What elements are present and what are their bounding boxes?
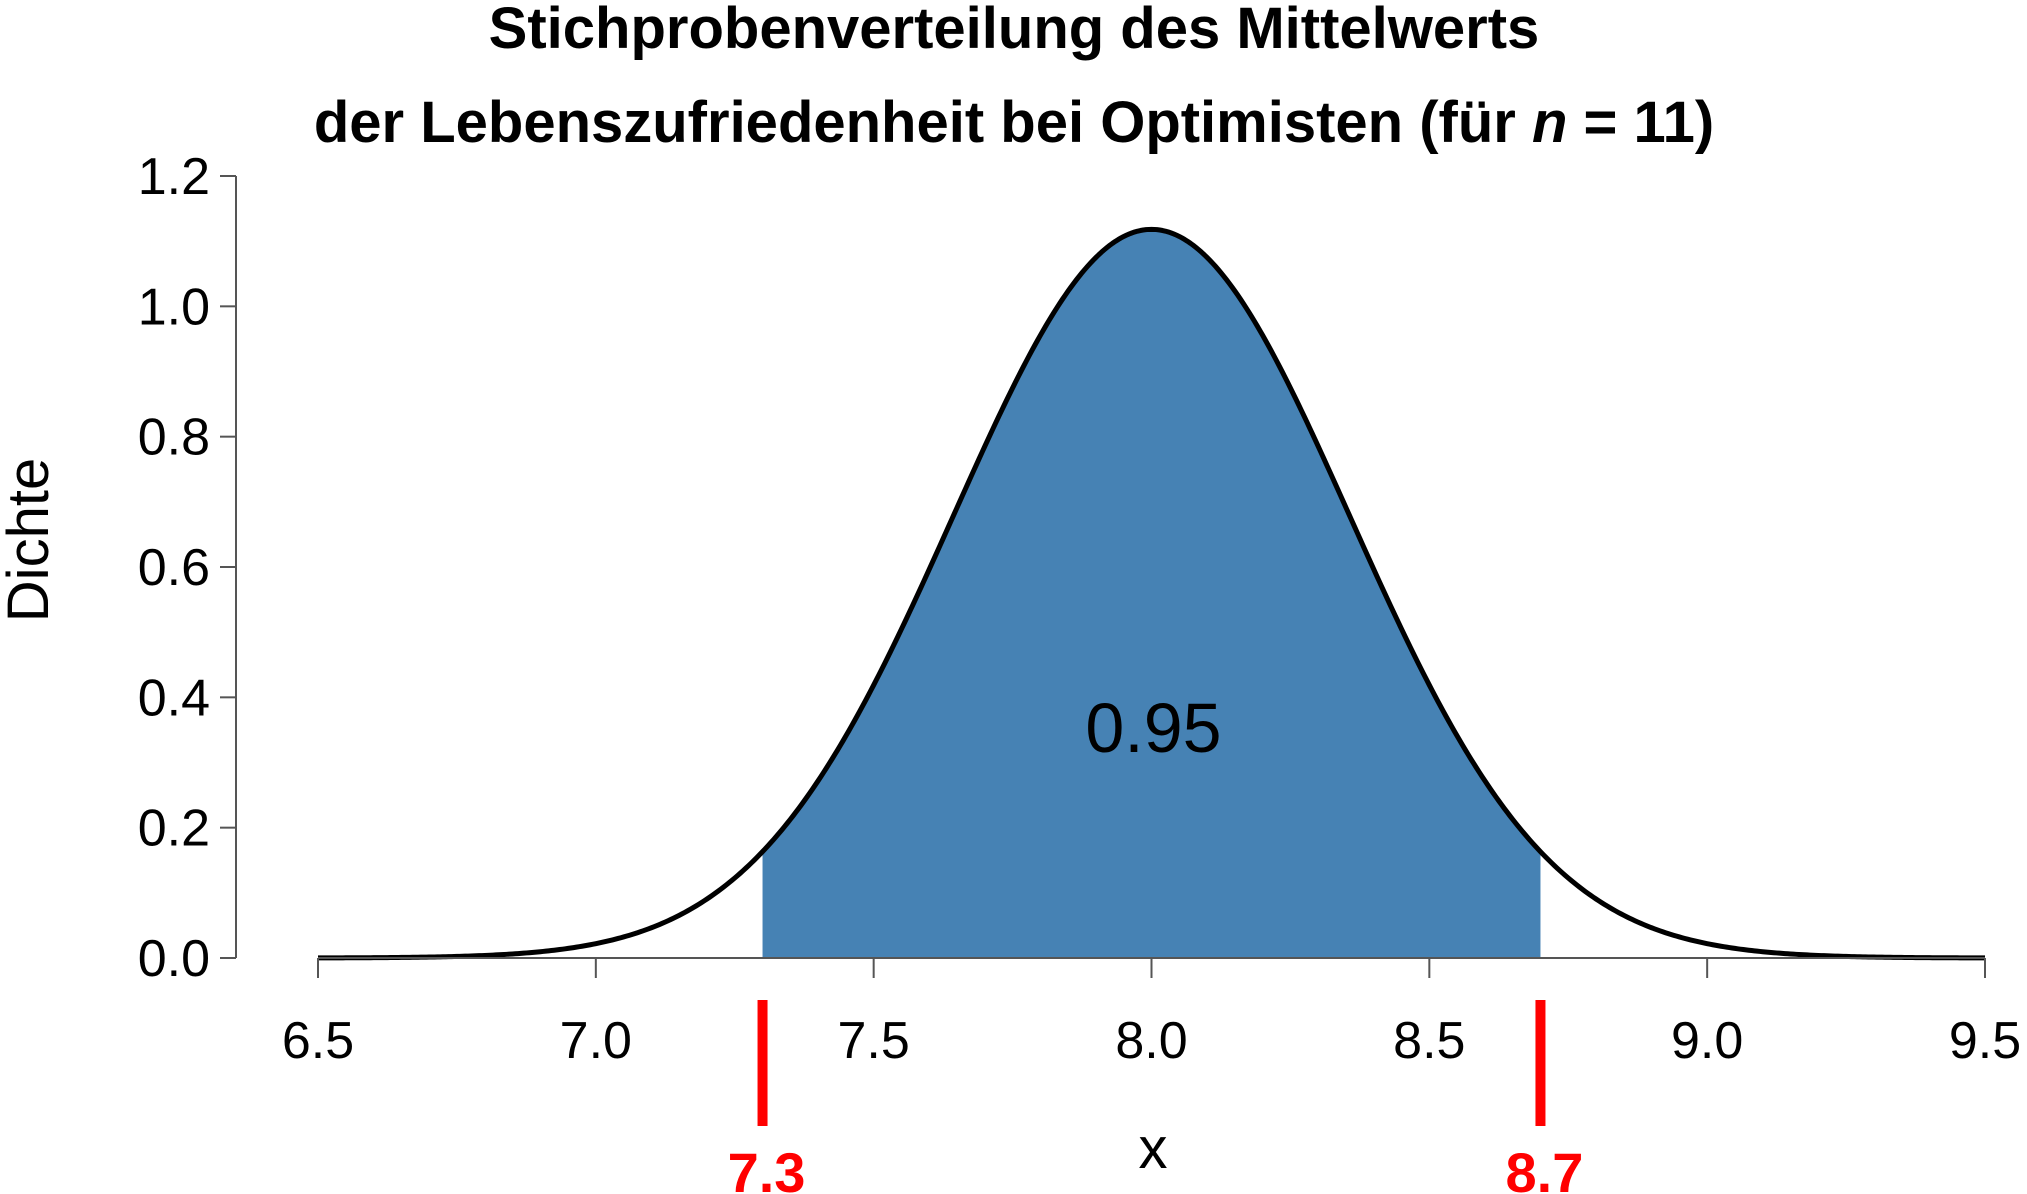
y-tick-label: 0.8: [138, 409, 210, 467]
critical-values: 7.3 8.7: [728, 1000, 1584, 1194]
x-tick-label: 8.5: [1393, 1012, 1465, 1070]
x-axis-label: x: [1139, 1116, 1168, 1181]
y-axis-label: Dichte: [0, 458, 61, 622]
critical-value-label: 8.7: [1506, 1141, 1584, 1194]
chart-title-line2-var: n: [1532, 90, 1567, 155]
plot-area: [318, 226, 1985, 961]
y-axis: 0.0 0.2 0.4 0.6 0.8 1.0 1.2: [138, 148, 237, 988]
y-tick-label: 0.6: [138, 539, 210, 597]
x-tick-label: 9.5: [1949, 1012, 2021, 1070]
shaded-area-label: 0.95: [1085, 689, 1221, 767]
chart-title-line1: Stichprobenverteilung des Mittelwerts: [489, 0, 1540, 61]
density-curve: [318, 226, 1985, 961]
y-tick-label: 0.4: [138, 669, 210, 727]
x-axis: 6.5 7.0 7.5 8.0 8.5 9.0 9.5: [282, 957, 2021, 1070]
y-tick-label: 0.2: [138, 800, 210, 858]
chart-title-line2-prefix: der Lebenszufriedenheit bei Optimisten (…: [314, 90, 1532, 155]
shaded-area: [762, 229, 1541, 959]
x-tick-label: 7.0: [560, 1012, 632, 1070]
x-tick-label: 6.5: [282, 1012, 354, 1070]
y-tick-label: 1.2: [138, 148, 210, 206]
x-tick-label: 8.0: [1115, 1012, 1187, 1070]
x-tick-label: 9.0: [1671, 1012, 1743, 1070]
critical-value-label: 7.3: [728, 1141, 806, 1194]
chart-title-line2-suffix: = 11): [1567, 90, 1714, 155]
x-tick-label: 7.5: [838, 1012, 910, 1070]
y-tick-label: 0.0: [138, 930, 210, 988]
chart-title-line2: der Lebenszufriedenheit bei Optimisten (…: [314, 90, 1714, 155]
y-tick-label: 1.0: [138, 278, 210, 336]
